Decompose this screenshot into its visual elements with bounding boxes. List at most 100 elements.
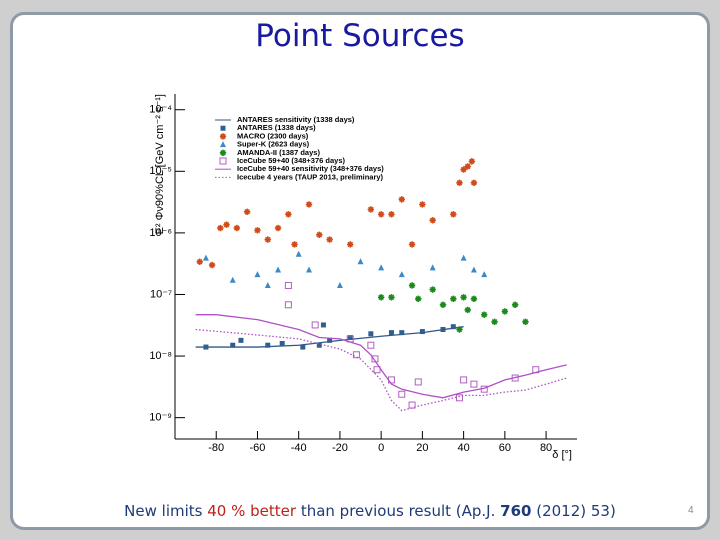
marker [326,236,333,243]
marker [254,271,261,278]
marker [388,294,395,301]
legend-swatch [219,157,227,165]
marker [368,331,374,337]
marker [320,322,326,328]
marker [388,330,394,336]
marker [456,326,463,333]
marker [279,340,285,346]
marker [429,286,436,293]
legend-label: MACRO (2300 days) [237,131,309,140]
marker [238,337,244,343]
marker [450,324,456,330]
marker [522,318,529,325]
marker [414,378,422,386]
marker [229,276,236,283]
marker [398,271,405,278]
marker [491,318,498,325]
marker [439,301,447,308]
marker [284,301,292,309]
legend-swatch [220,125,226,131]
marker [373,366,381,374]
marker [460,376,468,384]
marker [275,266,282,273]
marker [470,295,478,303]
marker [300,344,306,350]
marker [501,308,509,315]
y-tick-label: 10⁻⁸ [149,350,172,362]
footer-volume: 760 [500,502,532,520]
marker [398,390,406,398]
marker [254,227,261,234]
marker [316,342,322,348]
x-tick-label: 60 [499,442,511,454]
marker [419,201,426,208]
x-tick-label: 80 [540,442,552,454]
marker [347,335,353,341]
legend-swatch [219,149,227,156]
marker [450,295,457,303]
x-tick-label: 20 [416,442,428,454]
marker [316,231,323,239]
marker [470,266,477,273]
marker [243,208,251,216]
marker [284,281,292,289]
marker [460,294,467,301]
legend-label: Icecube 4 years (TAUP 2013, preliminary) [237,172,384,181]
marker [460,166,467,173]
legend-label: ANTARES sensitivity (1338 days) [237,115,355,124]
marker [357,258,364,265]
marker [202,254,209,261]
marker [470,380,478,388]
marker [291,241,298,248]
marker [223,221,230,228]
series-line [195,314,567,399]
marker [440,326,446,332]
marker [378,264,385,271]
x-tick-label: 40 [457,442,469,454]
marker [233,224,241,232]
chart-background [142,68,580,490]
marker [415,295,422,303]
marker [305,201,313,208]
marker [460,254,467,261]
marker [481,311,488,318]
x-axis-label: δ [°] [552,449,572,461]
marker [481,271,488,278]
marker [511,301,519,308]
marker [306,266,312,273]
x-tick-label: -40 [291,442,307,454]
legend-label: AMANDA-II (1387 days) [237,148,320,157]
marker [311,321,319,329]
legend-swatch [219,133,227,140]
x-tick-label: 0 [378,442,384,454]
marker [399,330,405,336]
y-tick-label: 10⁻⁷ [150,288,172,300]
marker [377,211,385,218]
marker [456,179,463,187]
y-axis-label: E² Φν90%CL [GeV cm⁻² s⁻¹] [154,94,166,234]
marker [217,224,224,232]
marker [274,224,282,232]
marker [347,241,354,248]
marker [464,306,471,314]
marker [398,196,405,203]
footer-text: New limits [124,502,208,520]
legend-label: Super-K (2623 days) [237,140,310,149]
footer-text: than previous result (Ap.J. [296,502,501,520]
marker [367,341,375,349]
marker [450,211,457,218]
x-tick-label: -60 [250,442,266,454]
marker [336,281,343,288]
marker [265,342,271,348]
page-number: 4 [688,505,694,516]
marker [377,294,385,301]
footer-text: (2012) 53) [531,502,616,520]
legend-label: ANTARES (1338 days) [237,123,316,132]
y-tick-label: 10⁻⁶ [149,227,172,239]
footer-highlight: 40 % better [207,502,297,520]
marker [285,211,292,218]
marker [196,258,203,265]
series-line [195,328,567,412]
x-tick-label: -20 [332,442,348,454]
marker [388,211,395,218]
